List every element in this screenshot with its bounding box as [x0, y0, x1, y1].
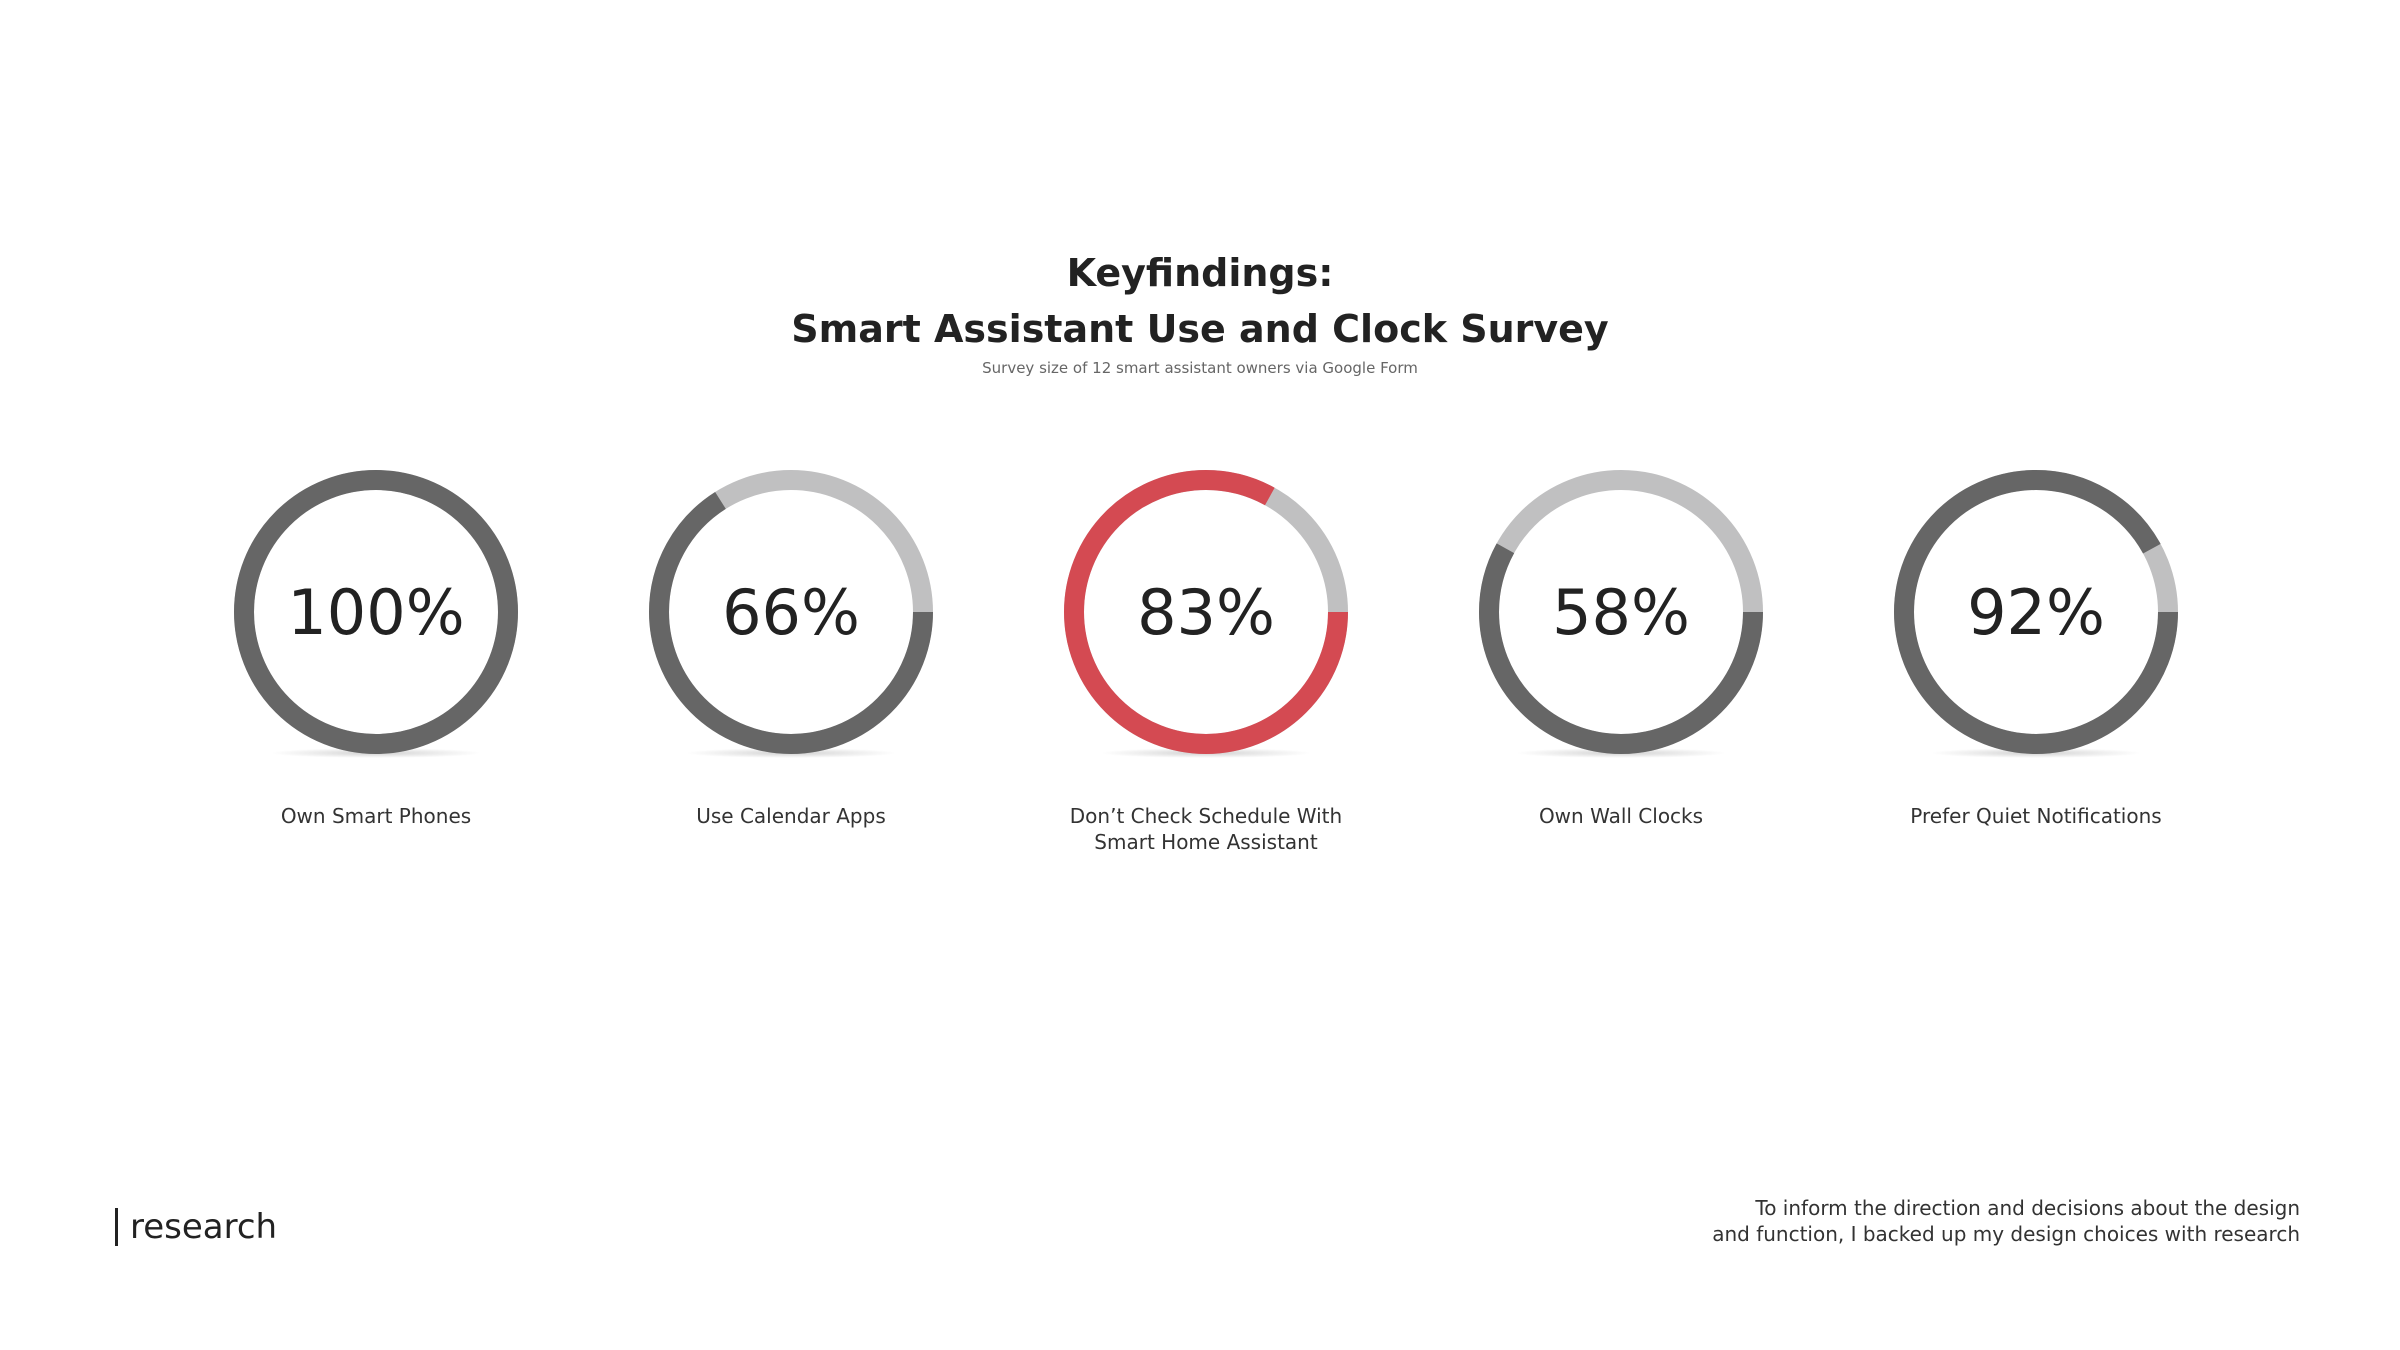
donut-label-3-line-2: Smart Home Assistant	[1094, 830, 1318, 854]
donut-value-1: 100%	[287, 576, 464, 649]
donut-value-4: 58%	[1552, 576, 1690, 649]
donut-label-3-line-1: Don’t Check Schedule With	[1069, 804, 1343, 828]
donut-label-2: Use Calendar Apps	[581, 803, 1001, 829]
donut-label-4-line-1: Own Wall Clocks	[1538, 804, 1704, 828]
donut-arc-2	[649, 470, 933, 754]
donut-charts: 100% 66% 83% 58% 92%	[234, 470, 2178, 758]
donut-label-1-line-1: Own Smart Phones	[280, 804, 472, 828]
research-brand: research	[115, 1208, 277, 1246]
footer-note-line1: To inform the direction and decisions ab…	[1755, 1196, 2300, 1220]
donut-label-5-line-1: Prefer Quiet Notifications	[1910, 804, 2162, 828]
donut-label-5: Prefer Quiet Notifications	[1826, 803, 2246, 829]
donut-arc-1	[234, 470, 518, 754]
donut-value-3: 83%	[1137, 576, 1275, 649]
page-header: Keyfindings: Smart Assistant Use and Clo…	[0, 245, 2400, 377]
footer-note: To inform the direction and decisions ab…	[1500, 1195, 2300, 1247]
donut-label-4: Own Wall Clocks	[1411, 803, 1831, 829]
footer-note-line2: and function, I backed up my design choi…	[1712, 1222, 2300, 1246]
donut-value-5: 92%	[1967, 576, 2105, 649]
donut-value-2: 66%	[722, 576, 860, 649]
donut-arc-3	[1064, 470, 1348, 754]
donut-arc-4	[1479, 470, 1763, 754]
donut-arc-5	[1894, 470, 2178, 754]
page-title-line1: Keyfindings:	[1066, 251, 1334, 295]
donut-label-2-line-1: Use Calendar Apps	[696, 804, 886, 828]
donut-label-3: Don’t Check Schedule With Smart Home Assi…	[996, 803, 1416, 855]
page-title-line2: Smart Assistant Use and Clock Survey	[791, 307, 1609, 351]
donut-label-1: Own Smart Phones	[166, 803, 586, 829]
page-subtitle: Survey size of 12 smart assistant owners…	[982, 359, 1418, 377]
